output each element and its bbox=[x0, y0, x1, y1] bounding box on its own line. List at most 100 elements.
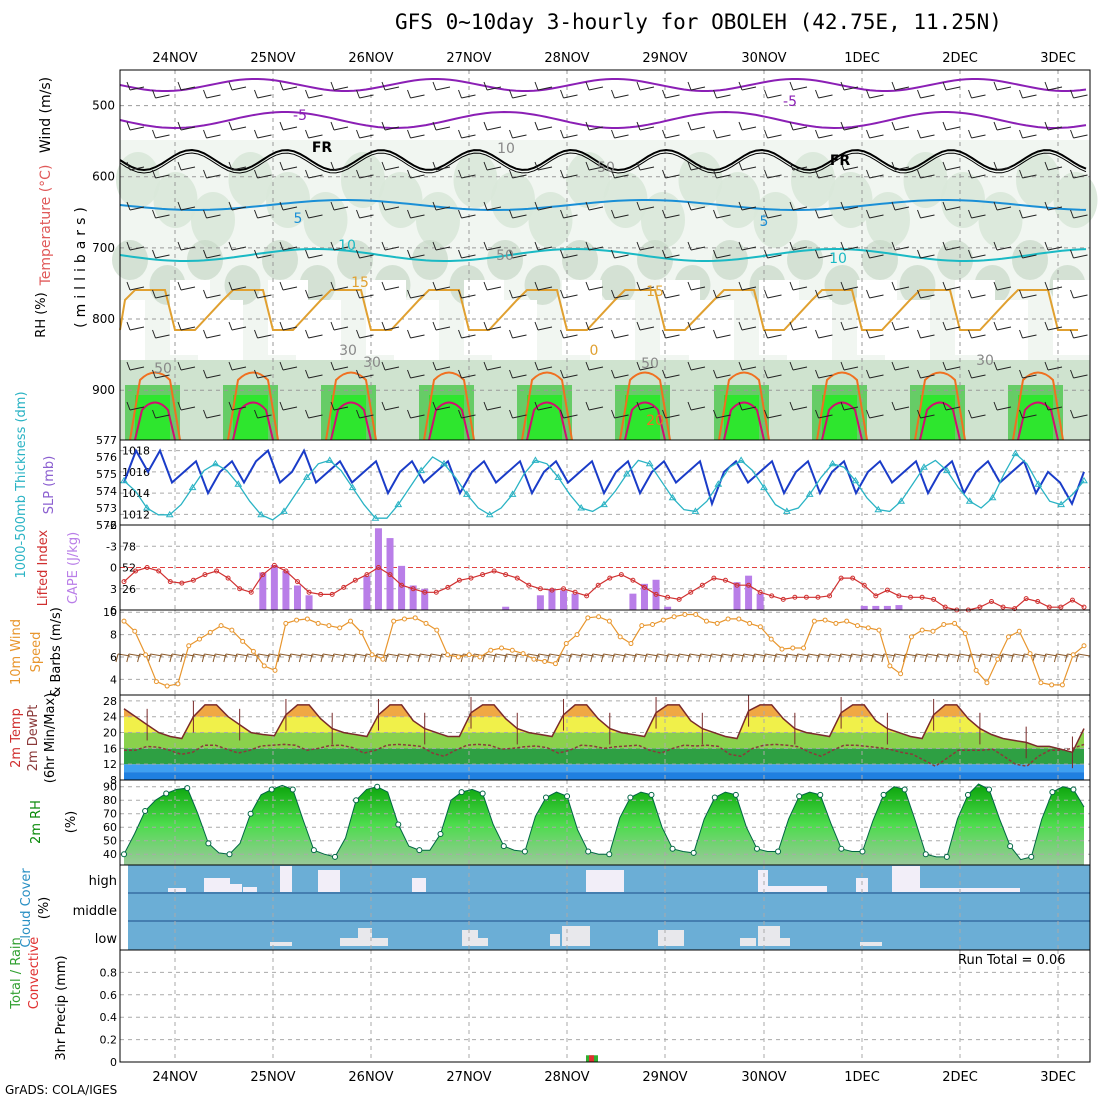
wind-barb bbox=[614, 374, 629, 379]
wind-barb bbox=[534, 401, 539, 411]
wind-barb bbox=[815, 369, 819, 379]
wind-barb bbox=[385, 653, 389, 663]
wind-barb bbox=[231, 366, 247, 371]
wind-barb bbox=[228, 121, 233, 131]
wind-barb bbox=[993, 321, 998, 331]
ylabel-rh-b: (%) bbox=[64, 811, 79, 834]
panel-frame bbox=[119, 949, 1091, 1063]
wind-barb bbox=[843, 166, 859, 171]
wind-speed-marker bbox=[445, 652, 451, 658]
rh-marker bbox=[247, 810, 254, 817]
wind-speed-marker bbox=[294, 617, 300, 623]
wind-barb bbox=[840, 281, 845, 291]
run-total-label: Run Total = 0.06 bbox=[958, 953, 1066, 968]
cape-bar bbox=[560, 590, 568, 610]
wind-barb bbox=[330, 241, 335, 251]
wind-barb bbox=[320, 653, 324, 663]
cape-bar bbox=[536, 595, 544, 610]
wind-barb bbox=[155, 214, 170, 219]
wind-barb bbox=[1073, 334, 1088, 339]
freezing-level-line bbox=[119, 152, 1087, 174]
wind-barb bbox=[129, 126, 145, 131]
wind-barb bbox=[920, 214, 935, 219]
cloud-row-label: high bbox=[89, 874, 117, 889]
wind-barb bbox=[636, 401, 641, 411]
wind-barb bbox=[384, 206, 400, 211]
wind-speed-marker bbox=[822, 617, 828, 623]
wind-barb bbox=[203, 209, 207, 219]
wind-barb bbox=[534, 81, 539, 91]
wind-barb bbox=[509, 369, 513, 379]
wind-barb bbox=[996, 206, 1012, 211]
wind-barb bbox=[309, 653, 313, 663]
wind-barb bbox=[764, 169, 768, 179]
wind-barb bbox=[1022, 134, 1037, 139]
wind-barb bbox=[665, 134, 680, 139]
wind-barb bbox=[254, 169, 258, 179]
wind-barb bbox=[537, 86, 553, 91]
cloud-high-bar bbox=[920, 888, 1020, 892]
rh-shade-50 bbox=[862, 240, 898, 280]
wind-barb bbox=[129, 326, 145, 331]
wind-barb bbox=[585, 161, 590, 171]
rh-line bbox=[123, 783, 1085, 861]
wind-barb bbox=[690, 206, 706, 211]
wind-barb bbox=[636, 321, 641, 331]
thickness-marker bbox=[120, 476, 128, 484]
wind-barb bbox=[716, 214, 731, 219]
wind-barb bbox=[751, 653, 755, 663]
contour-label: 30 bbox=[339, 343, 357, 359]
wind-barb bbox=[818, 134, 833, 139]
wind-barb bbox=[228, 321, 233, 331]
wind-barb bbox=[611, 249, 615, 259]
wind-barb bbox=[792, 206, 808, 211]
contour-label: 30 bbox=[363, 355, 381, 371]
li-marker bbox=[792, 594, 798, 600]
ylabel-wind-b: Speed bbox=[29, 632, 44, 673]
wind-barb bbox=[942, 161, 947, 171]
wind-barb bbox=[971, 174, 986, 179]
wind-barb bbox=[308, 374, 323, 379]
wind-barb bbox=[789, 201, 794, 211]
wind-barb bbox=[614, 414, 629, 419]
wind-barb bbox=[713, 249, 717, 259]
wind-barb bbox=[560, 209, 564, 219]
cloud-low-bar bbox=[340, 938, 360, 946]
li-marker bbox=[757, 589, 763, 595]
wind-barb bbox=[1075, 653, 1079, 663]
wind-speed-marker bbox=[898, 671, 904, 677]
rh-shade-50 bbox=[487, 240, 523, 280]
wind-barb bbox=[993, 81, 998, 91]
cloud-low-bar bbox=[860, 942, 882, 946]
wind-barb bbox=[231, 126, 247, 131]
wind-barb bbox=[993, 161, 998, 171]
wind-barb bbox=[869, 414, 884, 419]
wind-barb bbox=[512, 214, 527, 219]
ylabel-temp-a: 2m Temp bbox=[9, 708, 24, 768]
wind-barb bbox=[968, 249, 972, 259]
wind-barb bbox=[738, 81, 743, 91]
cape-bar bbox=[363, 575, 371, 610]
ylabel-temperature: Temperature (°C) bbox=[38, 165, 54, 287]
wind-barb bbox=[203, 249, 207, 259]
thickness-marker bbox=[737, 456, 746, 463]
wind-barb bbox=[537, 246, 553, 251]
wind-barb bbox=[384, 366, 400, 371]
wind-barb bbox=[279, 161, 284, 171]
temp-fill-band bbox=[124, 764, 1084, 773]
wind-barb bbox=[282, 166, 298, 171]
wind-barb bbox=[662, 169, 666, 179]
slp-tick-label: 1012 bbox=[122, 508, 150, 521]
wind-speed-marker bbox=[790, 645, 796, 651]
wind-barb bbox=[330, 201, 335, 211]
wind-barb bbox=[486, 246, 502, 251]
wind-barb bbox=[203, 369, 207, 379]
wind-speed-marker bbox=[747, 620, 753, 626]
wind-barb bbox=[767, 294, 782, 299]
wind-barb bbox=[639, 366, 655, 371]
wind-barb bbox=[956, 653, 960, 663]
li-marker bbox=[722, 577, 728, 583]
ylabel-temp-c: (6hr Min/Max) bbox=[43, 693, 58, 783]
wind-barb bbox=[435, 326, 451, 331]
